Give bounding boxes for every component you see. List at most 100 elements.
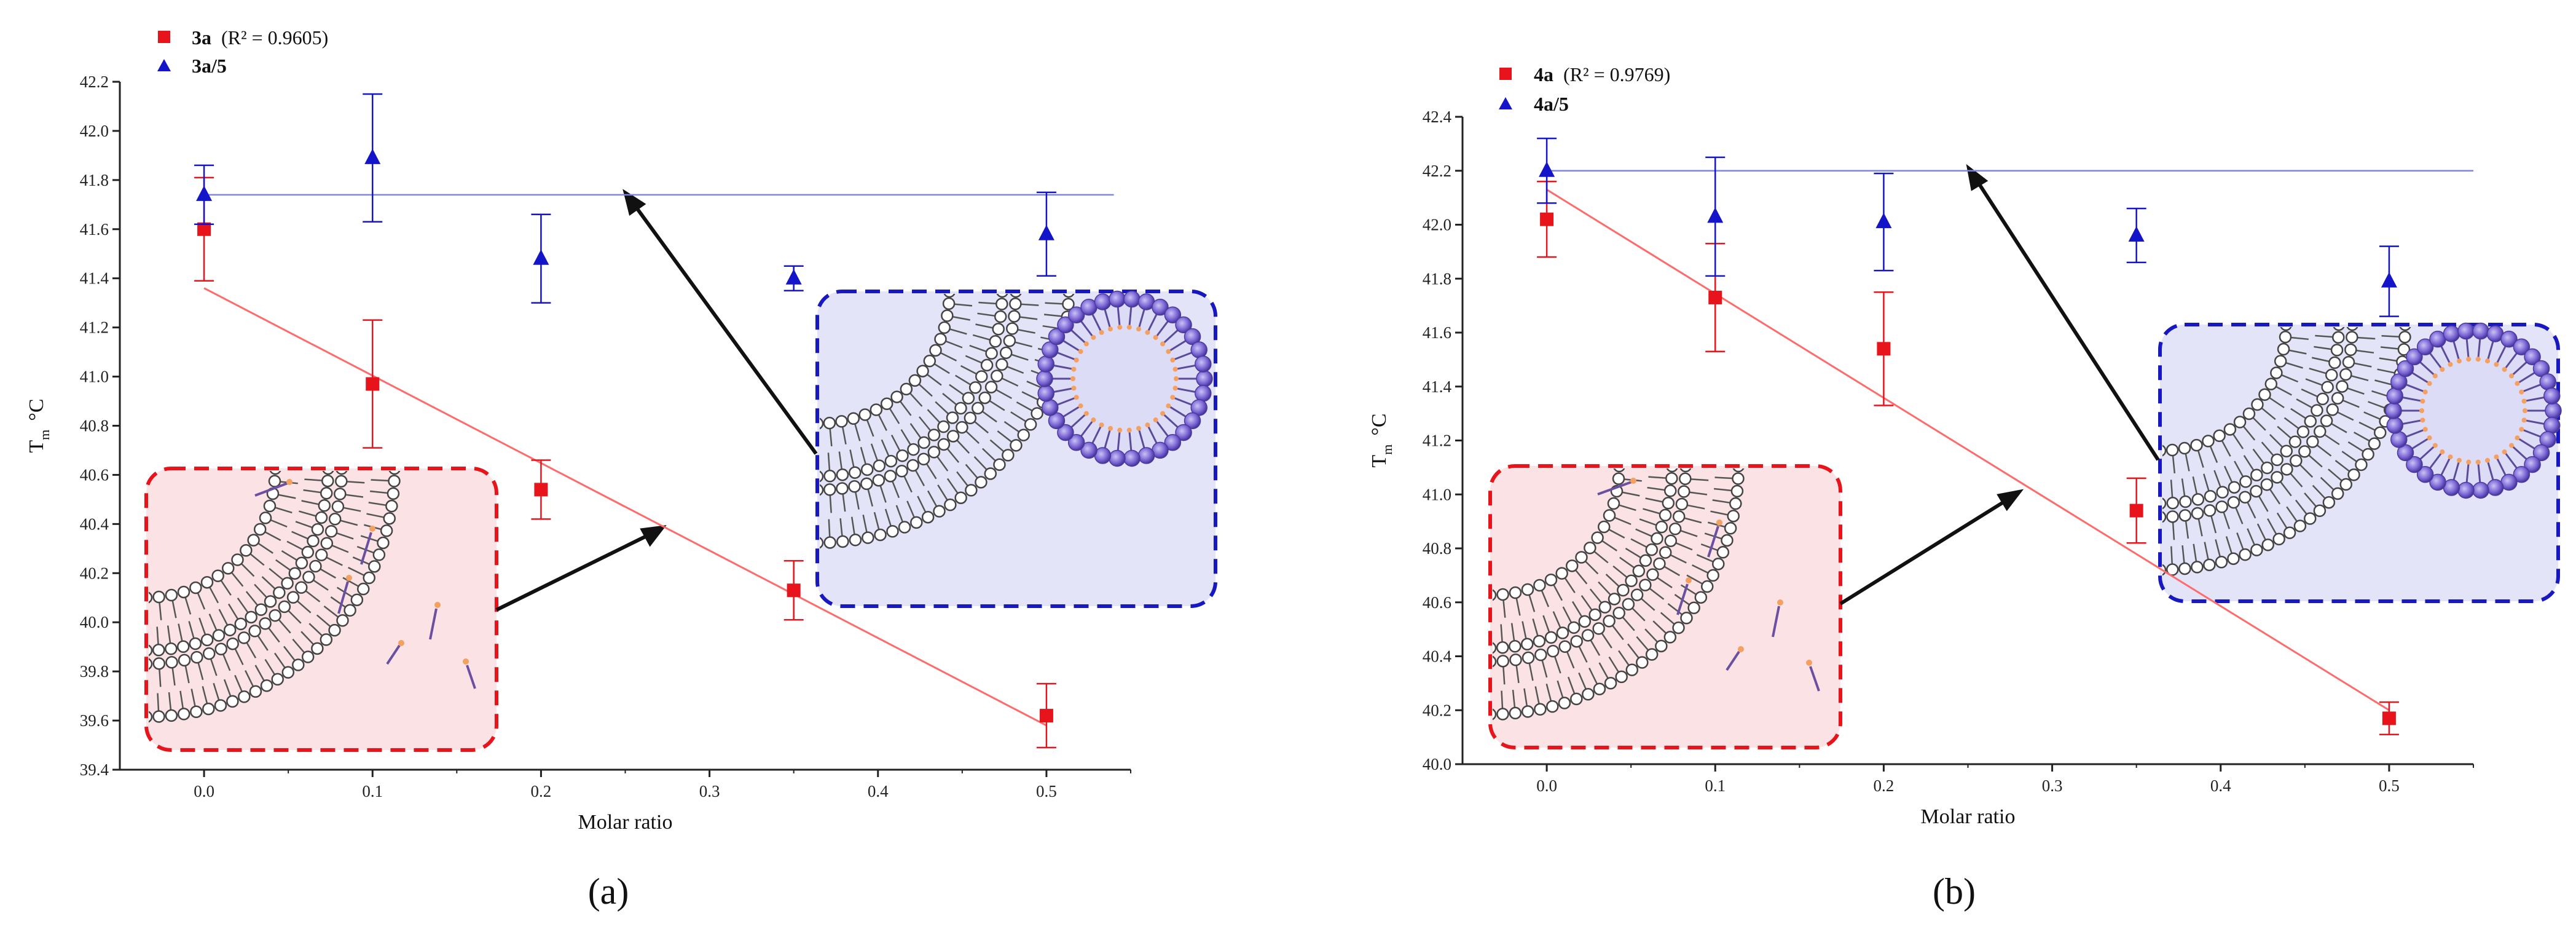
lipid-head	[165, 709, 178, 722]
lipid-head	[2321, 381, 2334, 393]
lipid-head	[2178, 562, 2191, 575]
lipid-head	[1024, 418, 1037, 431]
axes: 0.0 0.1 0.2 0.3 0.4 0.5 40.0 40.2 40.4 40.6 40.8 41…	[1368, 108, 2474, 828]
amphiphile-tip	[2440, 366, 2445, 372]
lipid-head	[152, 710, 165, 723]
amphiphile-tip	[1083, 341, 1089, 347]
amphiphile-head	[2513, 338, 2531, 356]
data-point-triangle	[2381, 272, 2397, 288]
lipid-head	[1509, 586, 1522, 599]
lipid-head	[335, 475, 348, 488]
lipid-head	[1017, 428, 1030, 441]
annotation-arrows	[1839, 164, 2160, 606]
x-tick-label: 0.0	[194, 782, 214, 800]
lipid-head	[248, 625, 261, 638]
amphiphile-tip	[1153, 334, 1158, 340]
lipid-head	[321, 471, 335, 475]
lipid-head	[318, 499, 331, 512]
amphiphile-tip	[2484, 457, 2490, 463]
amphiphile-head	[1195, 355, 1212, 373]
amphiphile-head	[1184, 412, 1201, 430]
lipid-head	[2346, 327, 2359, 331]
lipid-head	[190, 650, 203, 664]
lipid-head	[1730, 484, 1744, 498]
lipid-head	[2162, 510, 2167, 524]
lipid-head	[1582, 688, 1595, 701]
lipid-head	[975, 370, 988, 383]
amphiphile-head	[2539, 373, 2556, 390]
lipid-head	[324, 524, 338, 538]
lipid-head	[247, 534, 260, 547]
amphiphile-head	[1037, 355, 1054, 373]
lipid-head	[1607, 497, 1620, 510]
lipid-head	[1712, 558, 1725, 571]
amphiphile-tip	[1172, 366, 1178, 372]
amphiphile-tip	[2448, 454, 2453, 460]
lipid-head	[2332, 327, 2346, 331]
amphiphile-tip	[1126, 427, 1132, 433]
lipid-head	[152, 644, 165, 657]
amphiphile-head	[1164, 433, 1182, 451]
lipid-head	[1687, 601, 1700, 615]
lipid-head	[860, 477, 873, 491]
y-tick-label: 40.4	[1423, 647, 1452, 666]
lipid-head	[1663, 631, 1677, 644]
amphiphile-tip	[2509, 443, 2515, 448]
legend-label-4a5: 4a/5	[1534, 93, 1569, 115]
lipid-head	[1617, 583, 1630, 597]
panel-label-a: (a)	[588, 871, 629, 912]
amphiphile-tip	[2457, 358, 2462, 364]
lipid-head	[872, 473, 886, 487]
data-point-triangle	[785, 269, 802, 285]
lipid-head	[985, 347, 998, 360]
lipid-head	[2339, 368, 2352, 381]
x-tick-label: 0.4	[2210, 776, 2231, 795]
lipid-head	[202, 702, 215, 716]
legend-item-3a5: 3a/5	[157, 55, 227, 77]
series-3a	[194, 176, 1056, 749]
amphiphile-head	[2513, 465, 2531, 483]
lipid-head	[200, 575, 214, 589]
lipid-head	[356, 582, 370, 596]
lipid-head	[149, 644, 153, 657]
lipid-head	[965, 484, 978, 497]
lipid-head	[2331, 392, 2344, 405]
lipid-head	[177, 585, 190, 599]
lipid-head	[1493, 655, 1497, 668]
lipid-head	[1031, 407, 1043, 420]
data-point-square	[1039, 709, 1053, 723]
y-tick-label: 41.6	[80, 220, 109, 239]
lipid-head	[149, 591, 153, 604]
lipid-head	[1615, 670, 1628, 684]
lipid-head	[336, 614, 349, 627]
lipid-head	[1597, 520, 1611, 534]
lipid-head	[309, 559, 322, 573]
y-tick-label: 40.0	[80, 613, 109, 631]
amphiphile-tip	[2448, 361, 2453, 367]
lipid-head	[1520, 638, 1534, 651]
lipid-head	[1521, 583, 1534, 596]
lipid-head	[189, 637, 202, 650]
lipid-head	[1680, 612, 1693, 625]
amphiphile-head	[1175, 316, 1192, 334]
lipid-head	[189, 581, 202, 594]
lipid-head	[2277, 342, 2290, 356]
amphiphile-tip	[2502, 449, 2507, 455]
lipid-head	[836, 482, 849, 495]
lipid-head	[363, 571, 375, 585]
lipid-head	[2227, 496, 2240, 509]
amphiphile-head	[1109, 290, 1126, 308]
lipid-head	[934, 333, 947, 346]
lipid-head	[972, 401, 984, 415]
amphiphile-tip	[1071, 385, 1077, 391]
lipid-head	[1672, 621, 1685, 634]
inset-vesicle-blue	[815, 290, 1217, 608]
lipid-head	[917, 452, 930, 465]
amphiphile-tip	[1166, 403, 1171, 409]
lipid-head	[1588, 608, 1601, 622]
amphiphile-tip	[1074, 357, 1079, 363]
amphiphile-head	[1057, 424, 1074, 441]
lipid-head	[302, 571, 315, 583]
lipid-head	[1555, 567, 1568, 580]
lipid-head	[1521, 705, 1534, 718]
